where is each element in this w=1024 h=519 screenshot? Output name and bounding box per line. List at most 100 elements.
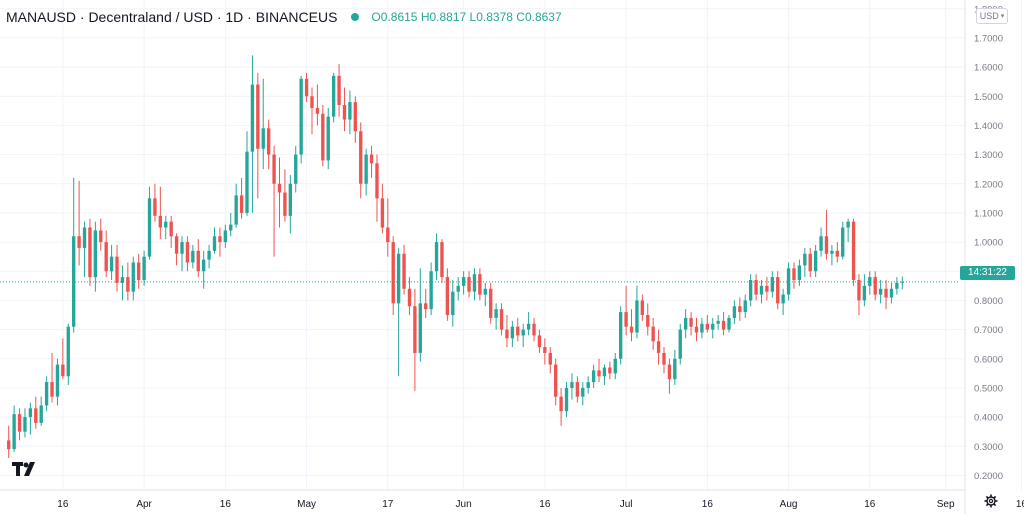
candle-body — [104, 242, 108, 272]
candle-body — [310, 96, 314, 108]
candle-body — [283, 192, 287, 216]
candle-body — [369, 154, 374, 164]
candle-body — [266, 128, 271, 155]
candle-body — [754, 280, 758, 295]
candle-body — [716, 320, 720, 324]
candle-body — [386, 227, 390, 243]
candle-down — [857, 274, 861, 315]
candle-down — [662, 347, 666, 374]
candle-down — [158, 186, 163, 240]
candle-body — [402, 253, 406, 289]
time-tick-label: 16 — [539, 499, 551, 510]
candle-up — [223, 224, 228, 248]
candle-down — [824, 210, 829, 260]
tradingview-logo-icon[interactable] — [12, 460, 38, 480]
candle-down — [115, 245, 119, 292]
candle-down — [174, 233, 179, 266]
candle-up — [131, 256, 135, 301]
candle-up — [331, 72, 336, 123]
candle-body — [239, 195, 244, 213]
candle-body — [299, 78, 303, 155]
candle-body — [440, 242, 444, 278]
candle-down — [104, 230, 108, 278]
candle-up — [868, 271, 872, 295]
candle-body — [646, 315, 650, 327]
time-axis[interactable]: 16 Apr 16 May 17 Jun 16 Jul 16 Aug 16 Sep 16 — [57, 499, 1024, 510]
candle-body — [581, 387, 585, 397]
currency-dropdown[interactable]: USD ▾ — [976, 8, 1008, 24]
candle-up — [348, 90, 352, 135]
candle-body — [608, 367, 612, 374]
candle-body — [472, 274, 477, 292]
chart-header: MANAUSD · Decentraland / USD · 1D · BINA… — [6, 8, 562, 26]
candle-body — [819, 236, 823, 251]
candle-down — [153, 183, 157, 222]
candle-body — [570, 382, 574, 388]
price-tick-label: 0.4000 — [974, 413, 1003, 424]
candle-up — [201, 250, 206, 289]
candle-up — [12, 405, 16, 453]
candle-down — [489, 282, 493, 324]
candle-down — [77, 180, 81, 266]
candle-body — [548, 352, 552, 365]
candle-up — [364, 148, 368, 196]
candle-body — [895, 282, 899, 289]
grid-lines — [0, 0, 1022, 490]
candle-body — [66, 326, 70, 377]
candle-body — [180, 242, 184, 254]
candle-body — [304, 78, 309, 97]
candle-down — [218, 227, 222, 257]
candle-down — [359, 122, 363, 199]
candle-body — [656, 341, 661, 353]
candle-up — [229, 212, 233, 237]
symbol-title[interactable]: MANAUSD · Decentraland / USD · 1D · BINA… — [6, 9, 338, 25]
candle-body — [673, 358, 677, 380]
candle-up — [564, 382, 569, 418]
candle-up — [147, 186, 152, 260]
candle-down — [34, 396, 38, 429]
candle-up — [212, 227, 217, 254]
candle-up — [55, 358, 60, 406]
candle-up — [889, 282, 894, 304]
settings-gear-icon[interactable] — [984, 494, 998, 508]
candle-body — [315, 107, 320, 114]
price-axis[interactable]: 1.80001.70001.60001.50001.40001.30001.20… — [974, 4, 1003, 482]
price-tick-label: 0.5000 — [974, 383, 1003, 394]
candle-up — [895, 277, 899, 295]
candle-body — [494, 309, 498, 318]
candle-down — [651, 317, 655, 350]
candle-body — [738, 306, 742, 313]
candle-down — [835, 242, 839, 263]
candle-up — [44, 376, 49, 412]
candle-down — [380, 183, 385, 234]
candle-up — [294, 145, 298, 193]
candle-body — [277, 183, 282, 193]
currency-label: USD — [979, 11, 999, 21]
candle-up — [591, 364, 596, 388]
candle-up — [23, 408, 27, 438]
candle-body — [700, 323, 704, 333]
candle-body — [554, 364, 558, 397]
candle-body — [272, 154, 276, 184]
high-label: H — [420, 10, 430, 24]
candle-body — [61, 364, 65, 377]
time-tick-label: 16 — [57, 499, 69, 510]
candle-body — [434, 242, 439, 272]
candle-body — [12, 414, 16, 450]
candle-down — [532, 317, 536, 342]
candle-up — [418, 268, 422, 362]
candle-body — [424, 303, 428, 310]
candle-body — [23, 417, 27, 432]
candle-down — [277, 157, 282, 228]
candle-body — [803, 253, 807, 266]
candle-body — [55, 364, 60, 397]
candle-down — [440, 239, 444, 283]
candle-up — [732, 300, 737, 324]
candle-body — [331, 75, 336, 117]
candle-up — [521, 323, 525, 348]
candle-body — [748, 280, 753, 301]
candle-down — [884, 280, 888, 310]
candle-up — [618, 306, 623, 365]
